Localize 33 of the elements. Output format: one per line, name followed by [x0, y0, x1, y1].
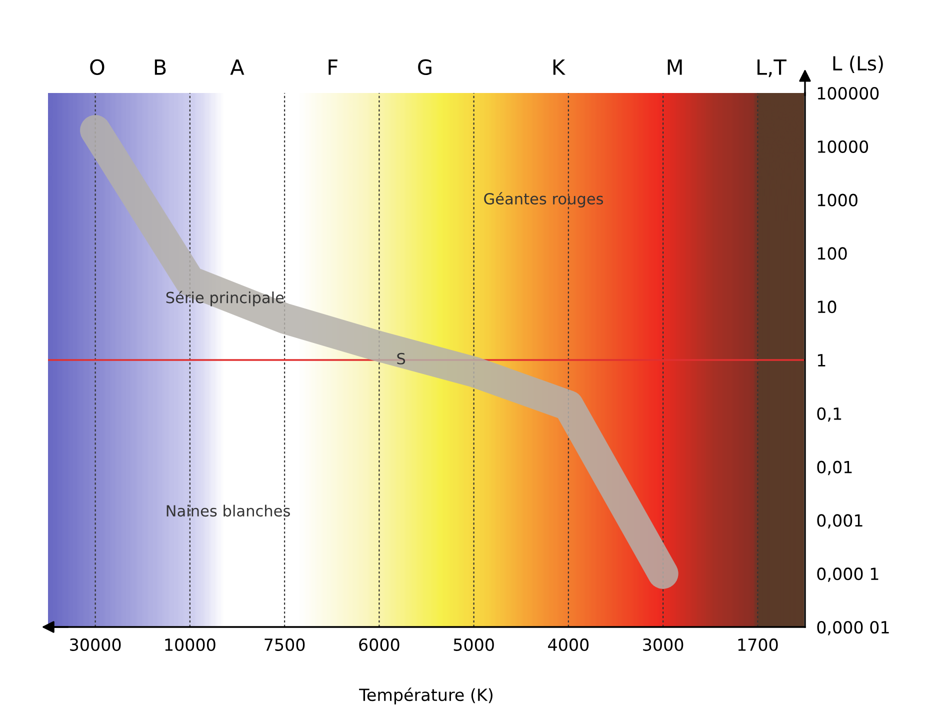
x-axis-title: Température (K) — [359, 688, 492, 704]
y-tick-label: 0,000 1 — [817, 568, 878, 582]
x-tick-label: 6000 — [359, 638, 400, 652]
y-tick-label: 10 — [818, 300, 836, 314]
x-tick-label: 7500 — [264, 638, 305, 652]
annotation: S — [397, 352, 406, 364]
x-tick-label: 5000 — [454, 638, 494, 652]
y-tick-label: 0,001 — [817, 514, 862, 528]
y-axis-title: L (Ls) — [833, 56, 883, 73]
text: B — [154, 60, 166, 75]
y-tick-label: 1 — [818, 354, 826, 366]
x-tick-label: 10000 — [165, 638, 216, 652]
text: K — [553, 60, 566, 75]
x-tick-label: 1700 — [738, 638, 778, 652]
text: F — [328, 60, 338, 75]
y-tick-label: 10000 — [818, 140, 868, 153]
annotation: Naines blanches — [166, 504, 290, 517]
text: G — [418, 59, 432, 76]
text: L,T — [758, 60, 786, 78]
y-tick-label: 100 — [818, 247, 847, 260]
text: M — [668, 60, 682, 75]
y-tick-label: 0,1 — [817, 407, 842, 422]
text: O — [90, 59, 104, 76]
y-tick-label: 0,000 01 — [817, 620, 889, 636]
annotation: Série principale — [166, 290, 284, 306]
x-tick-label: 4000 — [548, 638, 589, 652]
x-tick-label: 3000 — [643, 638, 684, 652]
y-tick-label: 0,01 — [817, 460, 852, 476]
y-tick-label: 100000 — [818, 86, 879, 100]
x-tick-label: 30000 — [70, 638, 121, 652]
annotation: Géantes rouges — [484, 192, 604, 208]
y-tick-label: 1000 — [818, 194, 858, 206]
text: A — [230, 60, 244, 75]
